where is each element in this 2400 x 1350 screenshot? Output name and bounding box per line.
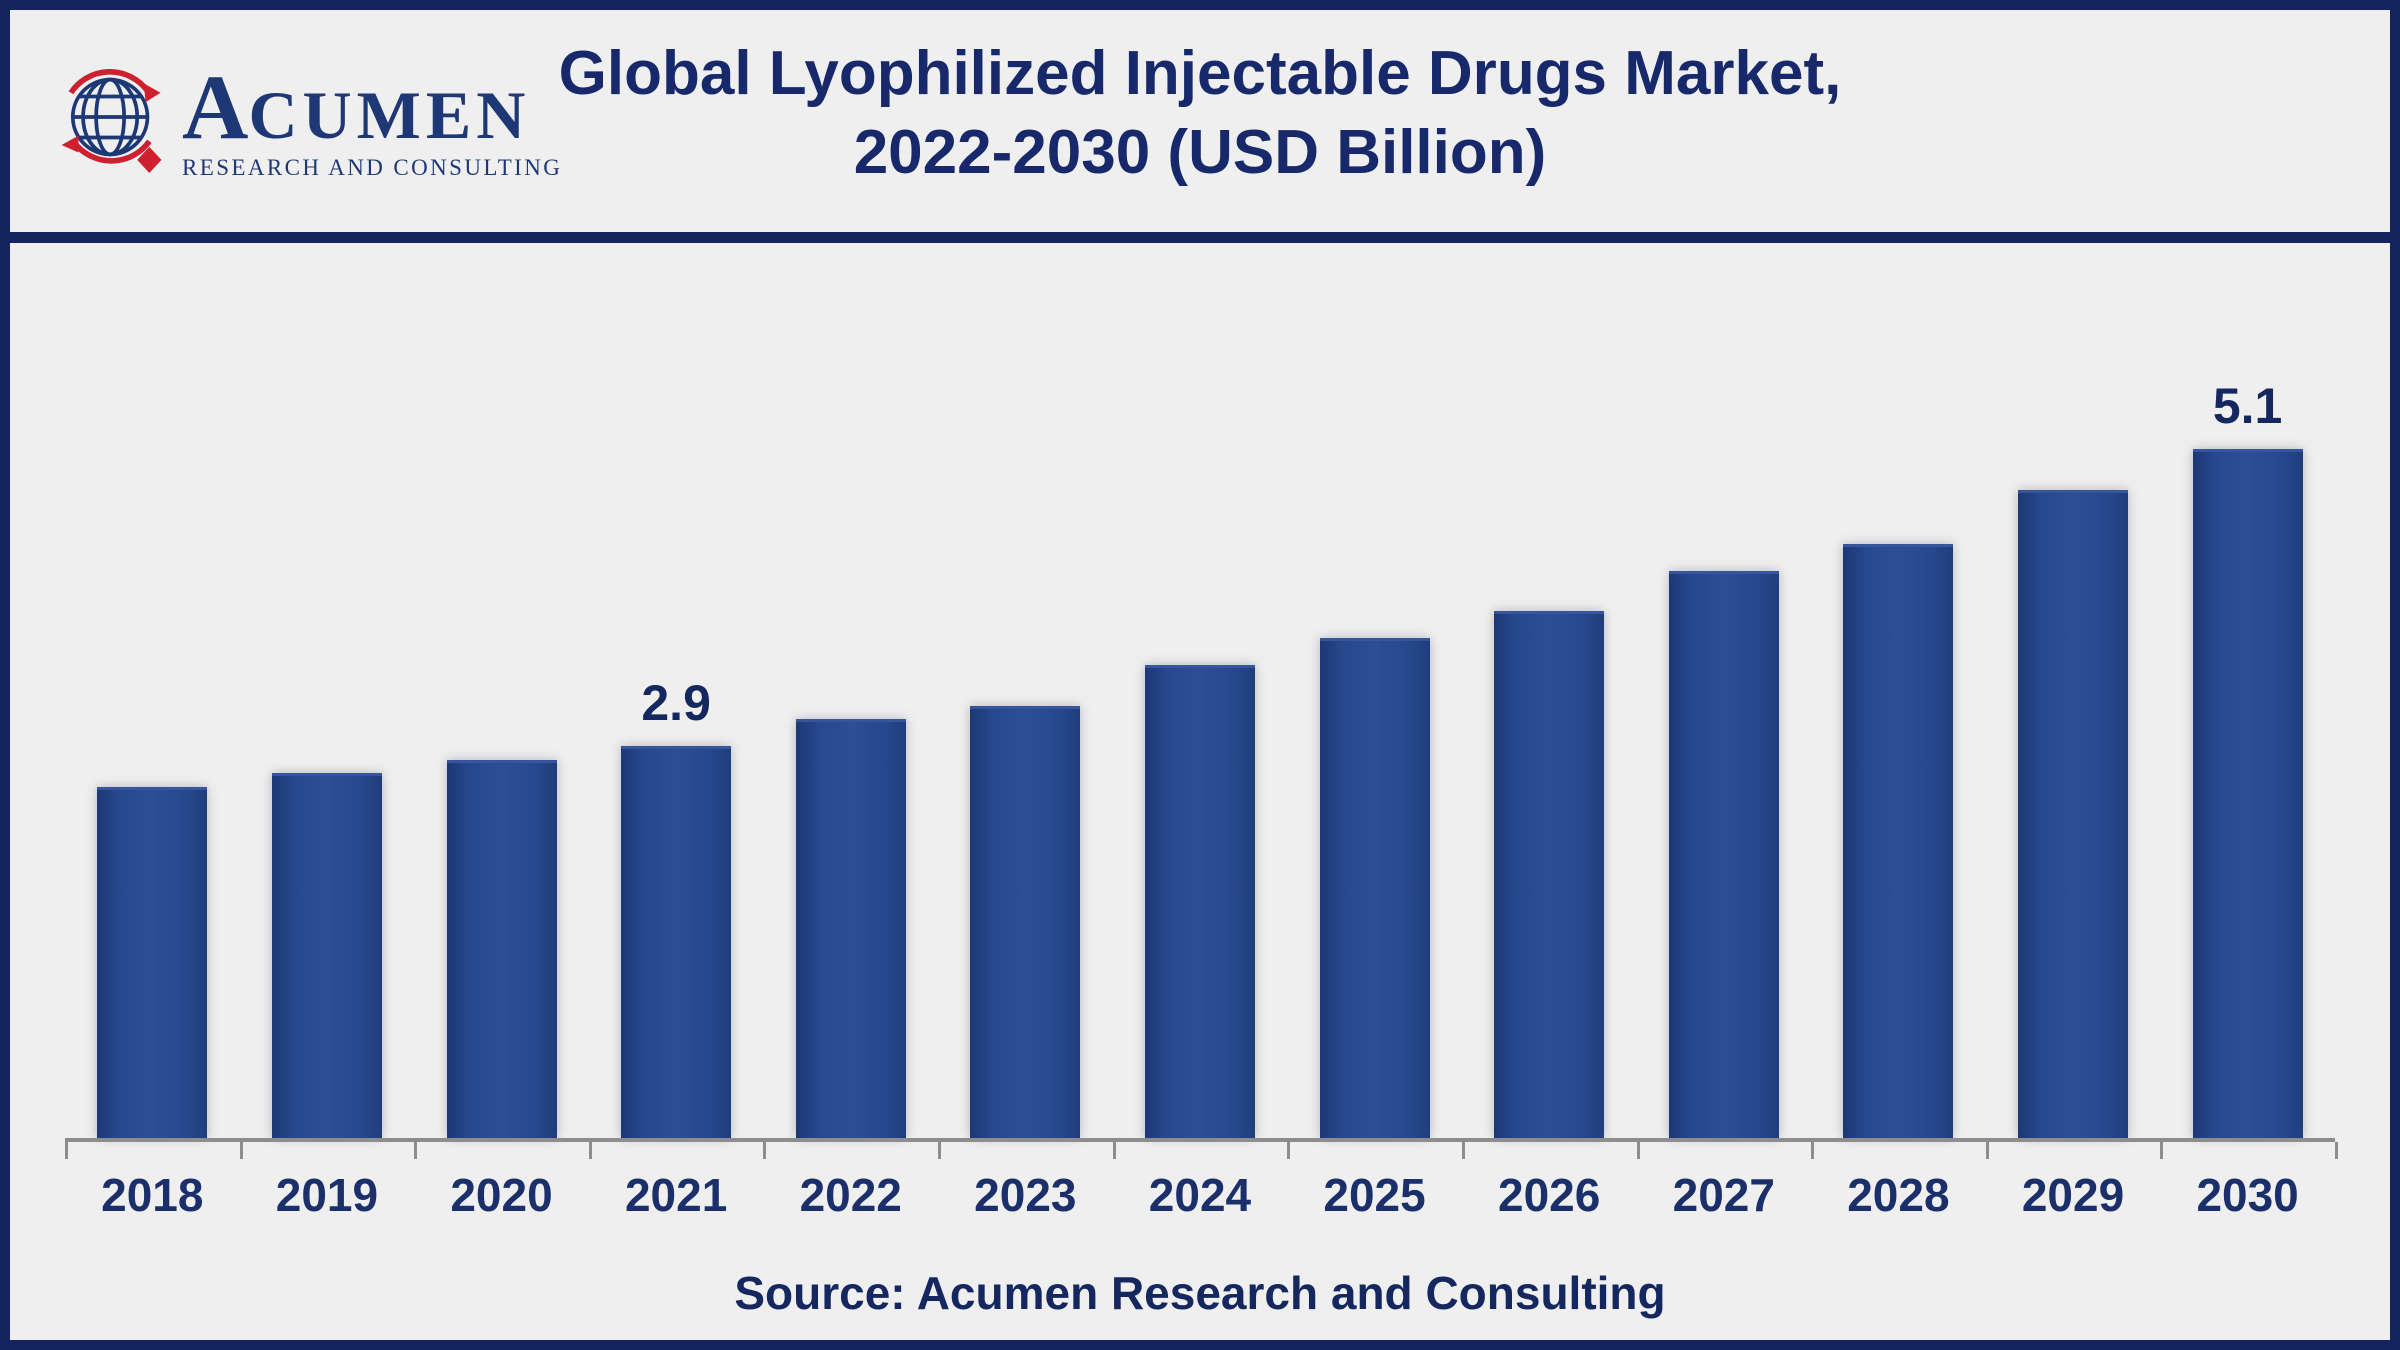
bar-slot-2030: 5.1 — [2160, 252, 2335, 1138]
axis-tick — [1462, 1142, 1465, 1159]
x-axis-label-2022: 2022 — [799, 1169, 902, 1221]
x-axis-label-2021: 2021 — [624, 1169, 728, 1221]
header-divider — [10, 232, 2390, 243]
x-axis-label-2030: 2030 — [2196, 1169, 2299, 1221]
x-axis-label-2029: 2029 — [2021, 1169, 2125, 1221]
axis-tick — [1811, 1142, 1814, 1159]
bar-slot-2021: 2.9 — [589, 252, 764, 1138]
globe-icon — [61, 69, 162, 173]
bar-slot-2029 — [1986, 252, 2161, 1138]
bar-slot-2025 — [1287, 252, 1462, 1138]
axis-tick — [763, 1142, 766, 1159]
chart-title-line-1: Global Lyophilized Injectable Drugs Mark… — [558, 39, 1842, 108]
logo-name-rest: CUMEN — [248, 77, 531, 153]
bar-2029 — [2018, 490, 2128, 1138]
axis-tick — [2335, 1142, 2338, 1159]
x-axis-label-2026: 2026 — [1498, 1169, 1601, 1221]
bar-slot-2024 — [1113, 252, 1288, 1138]
x-axis-label-2018: 2018 — [101, 1169, 204, 1221]
x-axis-label-2028: 2028 — [1847, 1169, 1950, 1221]
x-axis-label-2019: 2019 — [275, 1169, 379, 1221]
plot-area: 2.9 5.1 — [65, 252, 2335, 1138]
axis-tick — [589, 1142, 592, 1159]
bar-slot-2018 — [65, 252, 240, 1138]
bar-value-label-2021: 2.9 — [641, 675, 711, 731]
bar-slot-2026 — [1462, 252, 1637, 1138]
logo-name-initial: A — [182, 56, 249, 158]
bar-2025 — [1319, 638, 1430, 1138]
bar-slot-2028 — [1811, 252, 1986, 1138]
logo-tagline: RESEARCH AND CONSULTING — [182, 154, 563, 180]
bar-2027 — [1668, 571, 1779, 1138]
acumen-logo: ACUMEN RESEARCH AND CONSULTING — [56, 56, 562, 181]
bar-2022 — [795, 719, 906, 1138]
x-axis-label-2025: 2025 — [1323, 1169, 1426, 1221]
x-axis-labels: 2018 2019 2020 2021 2022 2023 2024 2025 2026 2027… — [65, 1168, 2335, 1222]
bar-slot-2022 — [763, 252, 938, 1138]
header: ACUMEN RESEARCH AND CONSULTING Global Ly… — [10, 10, 2390, 232]
bar-slot-2023 — [938, 252, 1113, 1138]
axis-tick — [1986, 1142, 1989, 1159]
x-axis — [65, 1138, 2338, 1159]
x-axis-label-2023: 2023 — [974, 1169, 1077, 1221]
chart-title: Global Lyophilized Injectable Drugs Mark… — [10, 34, 2390, 193]
axis-tick — [1287, 1142, 1290, 1159]
bar-value-label-2030: 5.1 — [2212, 378, 2283, 434]
axis-tick — [414, 1142, 417, 1159]
axis-tick — [1113, 1142, 1116, 1159]
bar-slot-2020 — [414, 252, 589, 1138]
bar-2019 — [271, 773, 382, 1138]
axis-tick — [65, 1142, 68, 1159]
bar-2030 — [2192, 449, 2303, 1138]
bar-2021 — [621, 746, 732, 1138]
bar-2023 — [970, 706, 1081, 1138]
x-axis-label-2024: 2024 — [1148, 1169, 1252, 1221]
bar-2026 — [1494, 611, 1605, 1138]
source-note: Source: Acumen Research and Consulting — [734, 1267, 1666, 1319]
bar-2028 — [1843, 544, 1954, 1138]
x-axis-label-2027: 2027 — [1672, 1169, 1775, 1221]
axis-tick — [2160, 1142, 2163, 1159]
bar-slot-2027 — [1636, 252, 1811, 1138]
axis-tick — [240, 1142, 243, 1159]
bar-slot-2019 — [240, 252, 415, 1138]
logo-wordmark: ACUMEN RESEARCH AND CONSULTING — [182, 61, 563, 181]
axis-tick — [1637, 1142, 1640, 1159]
logo-name: ACUMEN — [182, 61, 562, 153]
axis-tick — [938, 1142, 941, 1159]
bar-2018 — [97, 787, 208, 1138]
x-axis-label-2020: 2020 — [450, 1169, 553, 1221]
bar-2020 — [446, 760, 557, 1138]
bar-2024 — [1144, 665, 1255, 1138]
chart-title-line-2: 2022-2030 (USD Billion) — [853, 118, 1547, 188]
